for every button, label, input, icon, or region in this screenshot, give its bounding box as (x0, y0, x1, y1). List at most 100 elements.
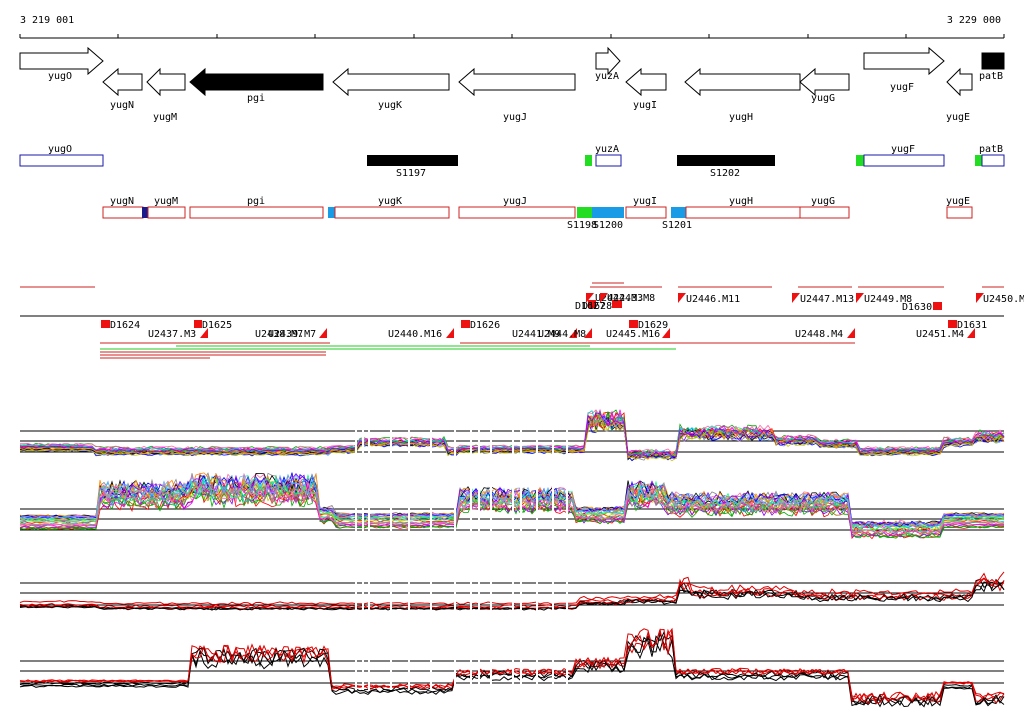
segment-S1202[interactable] (677, 155, 775, 166)
segment-S1198[interactable] (577, 207, 592, 218)
feature-label-yugG: yugG (811, 196, 835, 207)
trace-gap (362, 625, 364, 690)
trace-gap (368, 420, 370, 470)
feature-box-yugM[interactable] (147, 206, 186, 219)
marker-label-U2439.M7: U2439.M7 (268, 329, 316, 340)
trace-gap (470, 470, 472, 545)
feature-box-yugF[interactable] (863, 154, 945, 167)
trace-gap (490, 575, 492, 612)
marker-label-U2437.M3: U2437.M3 (148, 329, 196, 340)
marker-label-U2438.M7: U2438.M7 (255, 329, 303, 340)
gene-label-patB: patB (979, 71, 1003, 82)
trace-gap (490, 420, 492, 470)
gene-label-yugE: yugE (946, 112, 970, 123)
feature-label-yugK: yugK (378, 196, 402, 207)
feature-label-yugF: yugF (891, 144, 915, 155)
trace-gap (566, 625, 568, 690)
gene-arrow-yugN[interactable] (102, 67, 143, 97)
trace-gap (430, 420, 432, 470)
feature-box-yuzA[interactable] (595, 154, 622, 167)
coordinate-ruler: 3 219 001 3 229 000 (19, 15, 1005, 39)
gene-arrow-yugG[interactable] (799, 67, 850, 97)
gene-arrow-yugE[interactable] (946, 67, 973, 97)
feature-label-yuzA: yuzA (595, 144, 619, 155)
segment-S1197[interactable] (367, 155, 458, 166)
trace-gap (408, 575, 410, 612)
gene-arrow-yugF[interactable] (863, 46, 945, 76)
segment-label-S1201: S1201 (662, 220, 692, 231)
feature-box-yugG[interactable] (799, 206, 850, 219)
gene-arrow-yuzA[interactable] (595, 46, 621, 76)
marker-label-D1629: D1629 (638, 320, 668, 331)
trace-gap (566, 470, 568, 545)
trace-gap (408, 625, 410, 690)
cyan-block-yugK (328, 207, 335, 218)
feature-box-yugO[interactable] (19, 154, 104, 167)
trace-gap (430, 470, 432, 545)
trace-gap (390, 420, 392, 470)
trace-gap (368, 470, 370, 545)
feature-label-yugH: yugH (729, 196, 753, 207)
gene-arrow-yugK[interactable] (332, 67, 450, 97)
feature-box-yugK[interactable] (334, 206, 450, 219)
feature-label-yugE: yugE (946, 196, 970, 207)
marker-label-U2448.M4: U2448.M4 (795, 329, 843, 340)
trace-gap (355, 575, 357, 612)
feature-box-pgi[interactable] (189, 206, 324, 219)
feature-box-yugI[interactable] (625, 206, 667, 219)
trace-gap (520, 575, 522, 612)
segment-S1201[interactable] (671, 207, 686, 218)
gene-label-yugH: yugH (729, 112, 753, 123)
segment-S1200[interactable] (592, 207, 624, 218)
trace-gap (408, 470, 410, 545)
marker-label-U2445.M16: U2445.M16 (606, 329, 660, 340)
trace-gap (368, 625, 370, 690)
gene-label-yugF: yugF (890, 82, 914, 93)
trace-gap (430, 575, 432, 612)
trace-gap (408, 420, 410, 470)
feature-label-yugN: yugN (110, 196, 134, 207)
trace-gap (552, 625, 554, 690)
feature-track-reverse: yugN yugM pgi yugK yugJ S1198 S1200 yugI… (102, 196, 973, 231)
feature-box-yugN[interactable] (102, 206, 144, 219)
gene-arrow-yugO[interactable] (19, 46, 104, 76)
trace-gap (454, 420, 456, 470)
feature-box-yugE[interactable] (946, 206, 973, 219)
ruler-start-label: 3 219 001 (20, 15, 74, 26)
trace-gap (355, 420, 357, 470)
trace-gap (552, 470, 554, 545)
expression-trace-panels (19, 408, 1005, 708)
feature-box-patB[interactable] (981, 154, 1005, 167)
marker-label-D1630: D1630 (902, 302, 932, 313)
trace-gap (520, 470, 522, 545)
gene-arrow-yugI[interactable] (625, 67, 667, 97)
trace-gap (390, 575, 392, 612)
trace-gap (566, 420, 568, 470)
trace-gap (478, 575, 480, 612)
gene-arrow-yugM[interactable] (146, 67, 186, 97)
feature-box-yugJ[interactable] (458, 206, 576, 219)
dark-block-yugN (142, 207, 148, 218)
feature-box-yugH[interactable] (685, 206, 801, 219)
feature-label-yugI: yugI (633, 196, 657, 207)
trace-gap (512, 470, 514, 545)
trace-gap (470, 575, 472, 612)
green-block-yuzA (585, 155, 592, 166)
gene-label-yugG: yugG (811, 93, 835, 104)
gene-label-yugJ: yugJ (503, 112, 527, 123)
gene-label-pgi: pgi (247, 93, 265, 104)
marker-track: D1627 D1628 U2442.M3 U2443.M8 U2446.M11 … (20, 282, 1024, 359)
feature-label-yugJ: yugJ (503, 196, 527, 207)
gene-arrow-yugJ[interactable] (458, 67, 576, 97)
gene-arrow-yugH[interactable] (684, 67, 801, 97)
feature-track-forward: yugO S1197 yuzA S1202 yugF patB (19, 144, 1005, 179)
gene-label-yugK: yugK (378, 100, 402, 111)
segment-label-S1198: S1198 (567, 220, 597, 231)
gene-arrow-patB[interactable] (981, 52, 1005, 70)
feature-label-patB: patB (979, 144, 1003, 155)
trace-gap (536, 575, 538, 612)
gene-arrow-pgi[interactable] (189, 67, 324, 97)
trace-gap (478, 625, 480, 690)
gene-label-yuzA: yuzA (595, 71, 619, 82)
